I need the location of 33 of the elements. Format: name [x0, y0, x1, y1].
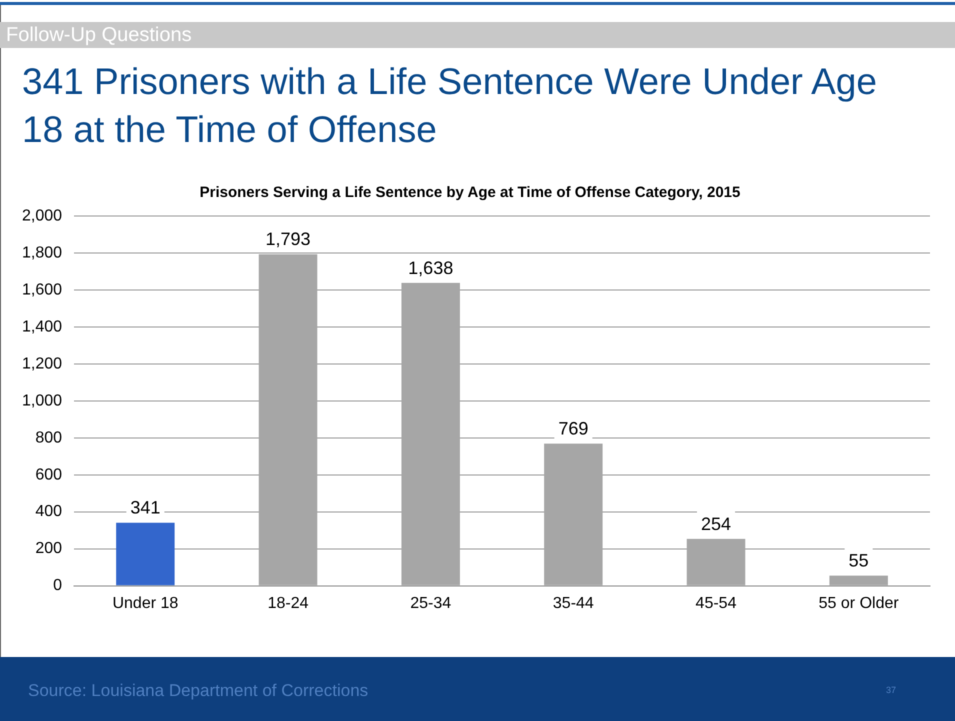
- source-note: Source: Louisiana Department of Corrections: [28, 681, 368, 701]
- chart-subtitle: Prisoners Serving a Life Sentence by Age at Time of Offense Category, 2015: [200, 184, 740, 202]
- data-label: 254: [700, 514, 732, 534]
- y-tick-label: 1,400: [22, 318, 62, 336]
- x-tick-label: 18-24: [268, 594, 309, 612]
- data-label: 55: [848, 550, 869, 571]
- text: 37: [886, 685, 896, 695]
- y-tick-label: 800: [35, 429, 62, 446]
- data-label: 1,638: [408, 258, 454, 278]
- bar: [401, 282, 460, 586]
- data-label: 341: [130, 498, 160, 518]
- x-tick-label: Under 18: [112, 594, 178, 612]
- y-tick-label: 2,000: [22, 207, 62, 224]
- y-tick-label: 1,600: [22, 281, 62, 298]
- chart-title: 341 Prisoners with a Life Sentence Were Under Age 18 at the Time of Offense: [22, 60, 878, 152]
- bar: [258, 254, 318, 586]
- data-label: 1,793: [266, 229, 311, 250]
- x-tick-label: 35-44: [552, 594, 594, 612]
- y-tick-label: 600: [35, 466, 62, 484]
- y-tick-label: 200: [35, 540, 62, 558]
- data-label: 769: [558, 418, 588, 439]
- bar: [116, 522, 175, 586]
- y-tick-label: 400: [35, 503, 62, 520]
- bar: [829, 576, 888, 586]
- y-tick-label: 0: [53, 577, 62, 594]
- bar: [544, 444, 603, 586]
- x-tick-label: 55 or Older: [818, 594, 900, 612]
- bar: [686, 538, 746, 586]
- y-tick-label: 1,800: [22, 244, 62, 262]
- y-tick-label: 1,000: [22, 392, 62, 410]
- y-tick-label: 1,200: [22, 355, 62, 372]
- x-tick-label: 25-34: [410, 594, 452, 612]
- x-tick-label: 45-54: [696, 594, 737, 612]
